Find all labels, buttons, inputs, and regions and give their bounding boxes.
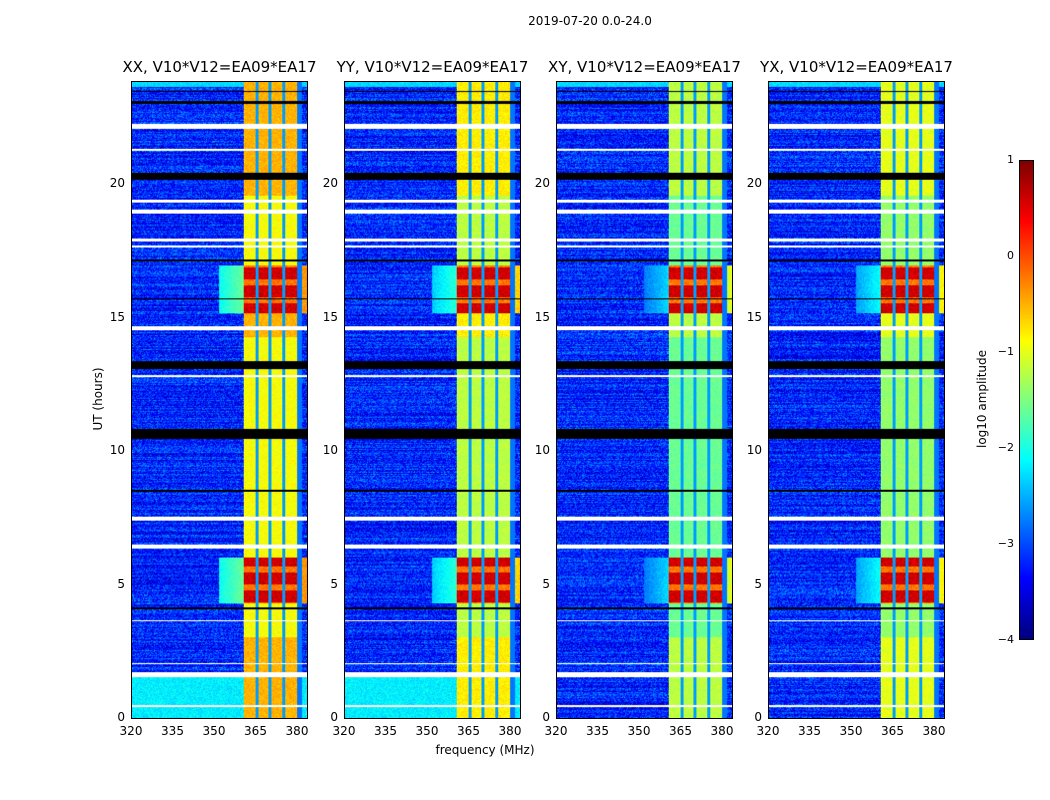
y-tick-label: 15: [534, 309, 550, 324]
colorbar-tick: −2: [997, 441, 1014, 454]
x-tick-label: 320: [119, 724, 143, 738]
x-tick-label: 380: [498, 724, 522, 738]
y-tick-label: 10: [746, 443, 762, 457]
y-tick-label: 5: [542, 576, 550, 591]
figure-title: 2019-07-20 0.0-24.0: [528, 14, 652, 28]
x-tick-label: 320: [544, 724, 568, 738]
panel-xx: XX, V10*V12=EA09*EA17 320 335 350 365 380 0 5 1…: [110, 58, 317, 738]
y-tick-label: 20: [322, 176, 338, 190]
heatmap-xx: [131, 81, 308, 719]
colorbar-tick: 1: [1007, 153, 1014, 166]
x-tick-label: 380: [710, 724, 734, 738]
colorbar-tick: −3: [997, 537, 1014, 550]
x-tick-label: 335: [586, 724, 609, 738]
y-tick-label: 20: [109, 176, 125, 190]
panel-title: XY, V10*V12=EA09*EA17: [548, 58, 741, 76]
x-tick-label: 365: [669, 724, 692, 738]
colorbar-tick: −4: [997, 633, 1014, 646]
heatmap-xy: [556, 81, 733, 719]
y-tick-label: 10: [322, 443, 338, 457]
y-tick-label: 15: [746, 309, 762, 324]
heatmap-yx: [768, 81, 945, 719]
panel-xy: XY, V10*V12=EA09*EA17 320 335 350 365 380 0 5 1…: [535, 58, 741, 738]
panel-title: YX, V10*V12=EA09*EA17: [760, 58, 953, 76]
y-tick-label: 15: [109, 309, 125, 324]
x-tick-label: 320: [332, 724, 356, 738]
panel-title: YY, V10*V12=EA09*EA17: [336, 58, 529, 76]
y-axis-label: UT (hours): [91, 367, 105, 431]
y-tick-label: 5: [117, 576, 125, 591]
x-tick-label: 380: [285, 724, 309, 738]
y-tick-label: 0: [542, 710, 550, 724]
x-tick-label: 365: [457, 724, 480, 738]
x-tick-label: 365: [244, 724, 267, 738]
x-tick-label: 335: [798, 724, 821, 738]
y-tick-label: 20: [534, 176, 550, 190]
panel-title: XX, V10*V12=EA09*EA17: [122, 58, 317, 76]
x-tick-label: 335: [161, 724, 184, 738]
colorbar-tick: 0: [1007, 249, 1014, 262]
colorbar: [1019, 160, 1034, 640]
x-tick-label: 320: [756, 724, 780, 738]
colorbar-label: log10 amplitude: [975, 350, 989, 449]
x-tick-label: 350: [415, 724, 439, 738]
x-tick-label: 380: [922, 724, 946, 738]
y-tick-label: 20: [746, 176, 762, 190]
panel-yx: YX, V10*V12=EA09*EA17 320 335 350 365 380 0 5 1…: [747, 58, 953, 738]
x-axis-label: frequency (MHz): [435, 743, 535, 757]
heatmap-yy: [344, 81, 521, 719]
x-tick-label: 350: [202, 724, 226, 738]
y-tick-label: 10: [534, 443, 550, 457]
x-tick-label: 350: [627, 724, 651, 738]
x-tick-label: 335: [374, 724, 397, 738]
y-tick-label: 15: [322, 309, 338, 324]
y-tick-label: 5: [754, 576, 762, 591]
x-tick-label: 365: [881, 724, 904, 738]
y-tick-label: 0: [330, 710, 338, 724]
panel-yy: YY, V10*V12=EA09*EA17 320 335 350 365 380 0 5 1…: [323, 58, 529, 738]
y-tick-label: 5: [330, 576, 338, 591]
colorbar-tick: −1: [997, 345, 1014, 358]
y-tick-label: 0: [754, 710, 762, 724]
y-tick-label: 10: [109, 443, 125, 457]
x-tick-label: 350: [839, 724, 863, 738]
y-tick-label: 0: [117, 710, 125, 724]
